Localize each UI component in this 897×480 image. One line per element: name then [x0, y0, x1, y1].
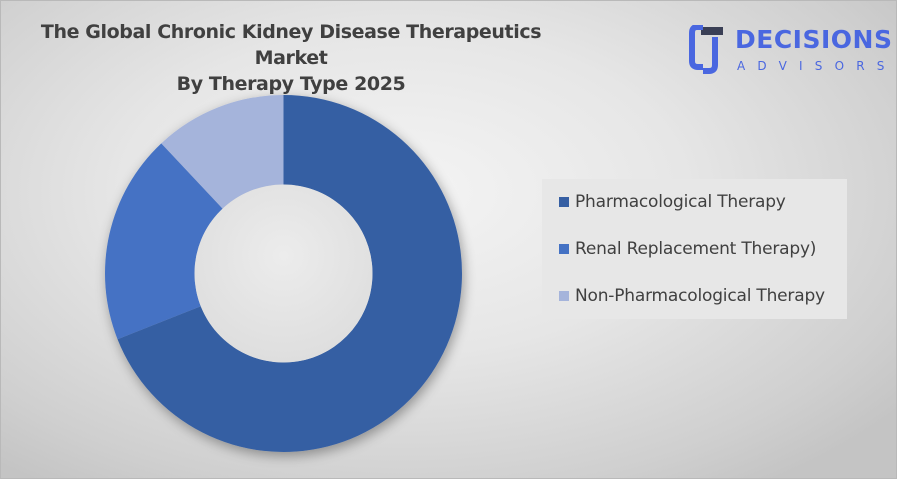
decisions-advisors-logo-icon: [689, 25, 723, 74]
company-logo: DECISIONS ADVISORS: [689, 25, 893, 77]
chart-title: The Global Chronic Kidney Disease Therap…: [11, 19, 571, 97]
legend-swatch: [559, 244, 569, 254]
legend-label: Pharmacological Therapy: [575, 192, 786, 212]
donut-slice-pharmacological-therapy: [117, 95, 463, 453]
legend-swatch: [559, 197, 569, 207]
legend-swatch: [559, 291, 569, 301]
donut-slice-renal-replacement-therapy: [105, 143, 223, 340]
legend-label: Renal Replacement Therapy): [575, 239, 817, 259]
donut-slices: [105, 95, 463, 453]
chart-legend: Pharmacological Therapy Renal Replacemen…: [542, 179, 847, 319]
chart-title-line1: The Global Chronic Kidney Disease Therap…: [40, 21, 542, 69]
logo-text-decisions: DECISIONS: [735, 25, 893, 54]
chart-title-line2: By Therapy Type 2025: [176, 73, 406, 95]
donut-slice-non-pharmacological-therapy: [161, 95, 284, 209]
legend-item-non-pharmacological: Non-Pharmacological Therapy: [559, 285, 825, 307]
logo-text-advisors: ADVISORS: [737, 59, 897, 73]
legend-item-pharmacological: Pharmacological Therapy: [559, 191, 786, 213]
legend-label: Non-Pharmacological Therapy: [575, 286, 825, 306]
legend-item-renal-replacement: Renal Replacement Therapy): [559, 238, 816, 260]
donut-hole: [194, 184, 373, 363]
